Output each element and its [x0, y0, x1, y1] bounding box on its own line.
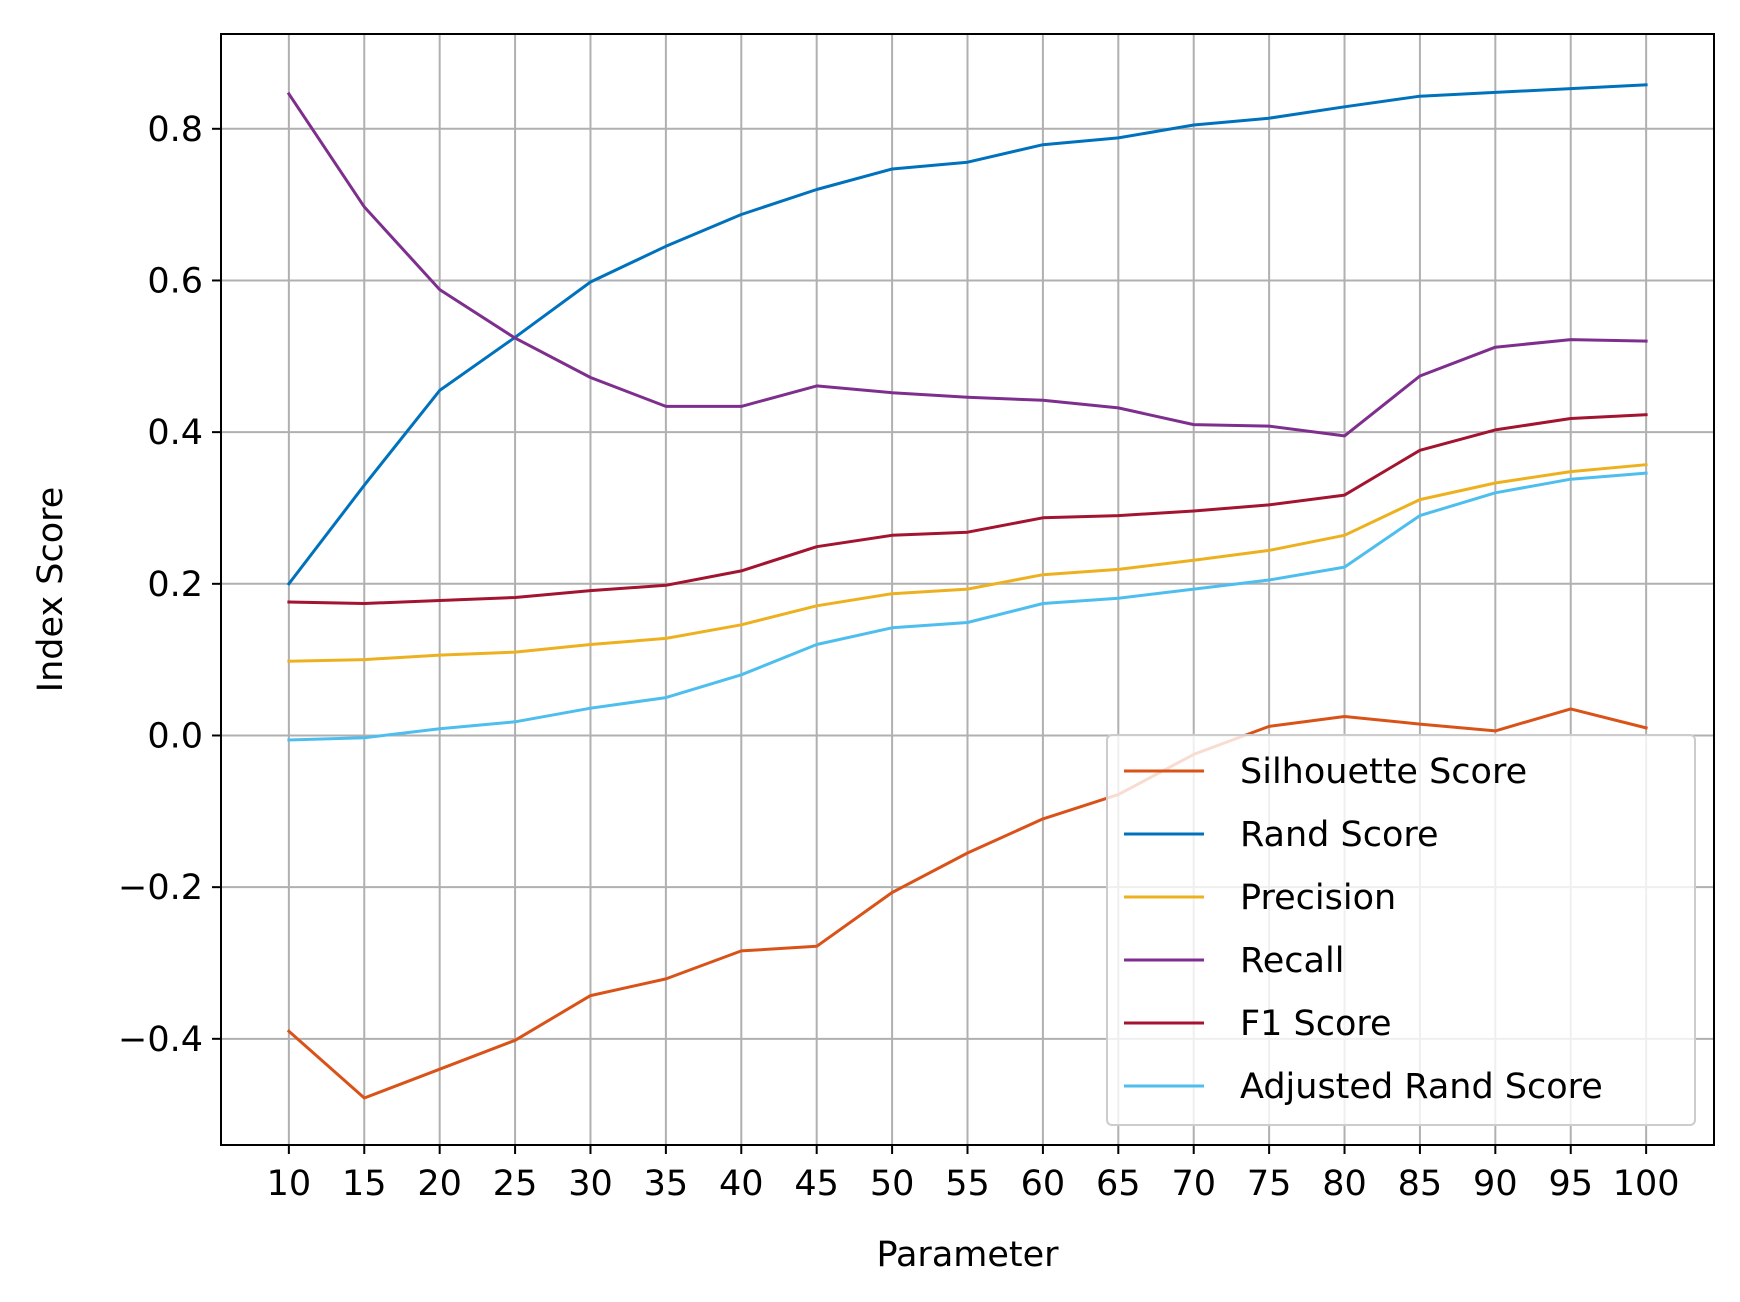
x-tick-label: 20: [417, 1164, 462, 1204]
x-tick-label: 25: [493, 1164, 538, 1204]
x-tick-label: 75: [1247, 1164, 1292, 1204]
x-tick-label: 85: [1398, 1164, 1443, 1204]
y-tick-label: 0.4: [147, 413, 203, 453]
x-tick-label: 55: [945, 1164, 990, 1204]
series-line-2: [287, 463, 1648, 663]
y-tick-label: 0.0: [147, 716, 203, 756]
x-tick-label: 95: [1548, 1164, 1593, 1204]
x-tick-label: 90: [1473, 1164, 1518, 1204]
legend: Silhouette Score Rand Score Precision Recal…: [1106, 734, 1696, 1126]
series-line-0: [286, 707, 1648, 1100]
series-line-4: [287, 413, 1648, 605]
legend-label: F1 Score: [1240, 1004, 1392, 1044]
tick-layer: 10 15 20 25 30 35 40 45 50 55 60 65 70 75 80 85 90 95 100 0…: [118, 110, 1680, 1204]
series-line-3: [286, 91, 1648, 438]
x-tick-label: 50: [870, 1164, 915, 1204]
x-tick-label: 35: [644, 1164, 689, 1204]
x-tick-label: 100: [1613, 1164, 1680, 1204]
legend-label: Silhouette Score: [1240, 752, 1527, 792]
y-tick-label: 0.6: [147, 261, 203, 301]
series-layer: [286, 83, 1648, 1100]
y-tick-label: −0.2: [118, 868, 203, 908]
y-tick-label: 0.8: [147, 110, 203, 150]
x-tick-label: 10: [267, 1164, 312, 1204]
x-tick-label: 45: [794, 1164, 839, 1204]
x-tick-label: 80: [1322, 1164, 1367, 1204]
legend-box: [1106, 734, 1696, 1126]
legend-label: Adjusted Rand Score: [1240, 1067, 1603, 1107]
x-axis-title: Parameter: [876, 1235, 1059, 1275]
x-tick-label: 65: [1096, 1164, 1141, 1204]
legend-label: Recall: [1240, 941, 1344, 981]
x-tick-label: 70: [1171, 1164, 1216, 1204]
x-tick-label: 30: [568, 1164, 613, 1204]
legend-label: Precision: [1240, 878, 1396, 918]
y-axis-title: Index Score: [31, 487, 71, 693]
x-tick-label: 40: [719, 1164, 764, 1204]
legend-label: Rand Score: [1240, 815, 1439, 855]
legend-items: Silhouette Score Rand Score Precision Recal…: [1124, 752, 1603, 1107]
x-tick-label: 15: [342, 1164, 387, 1204]
y-tick-label: −0.4: [118, 1020, 203, 1060]
series-line-5: [287, 471, 1648, 742]
x-tick-label: 60: [1021, 1164, 1066, 1204]
y-tick-label: 0.2: [147, 565, 203, 605]
